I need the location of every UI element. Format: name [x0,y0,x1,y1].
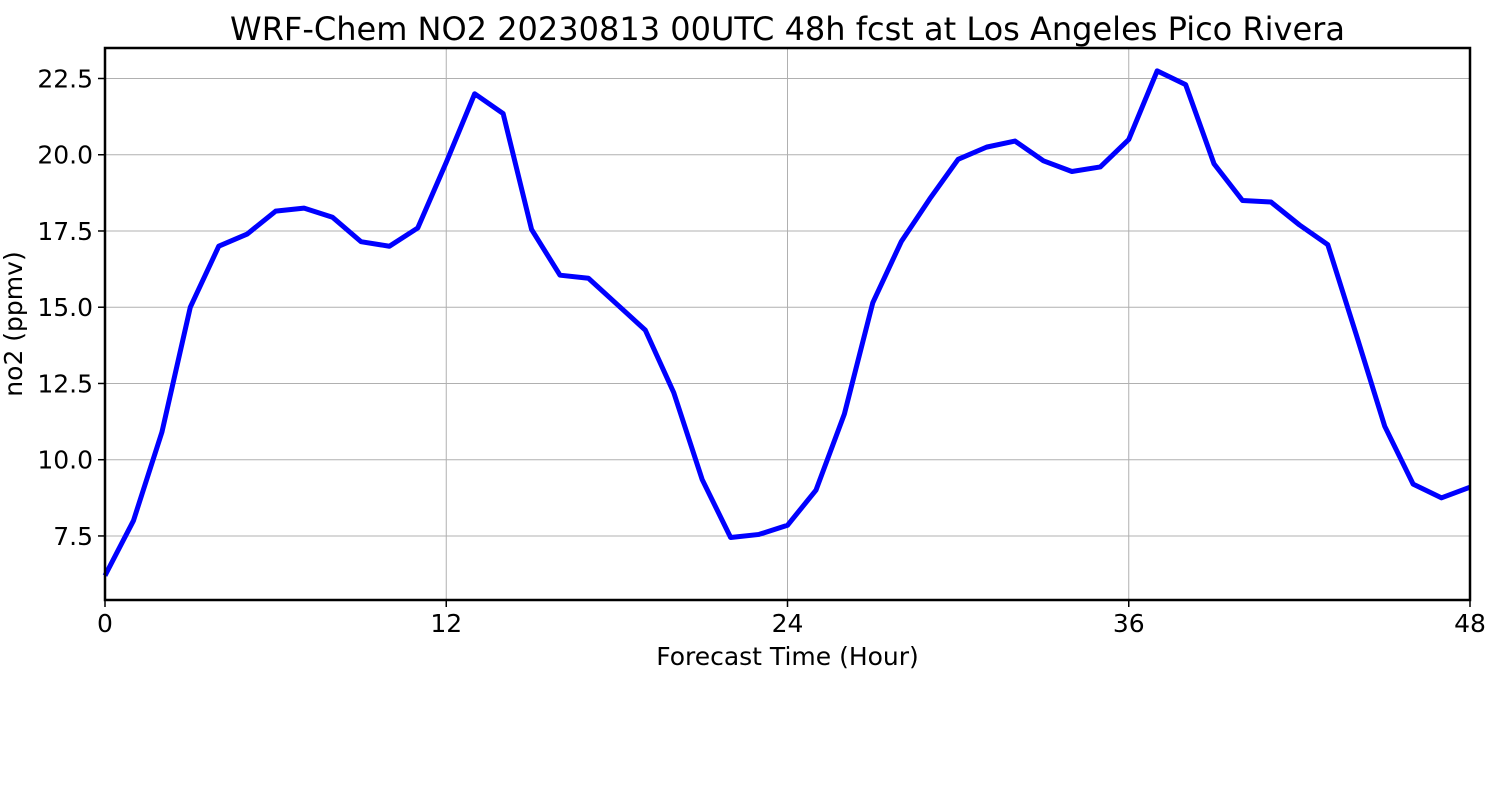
y-tick-label: 15.0 [37,293,93,322]
x-tick-label: 0 [97,609,113,638]
y-axis-label: no2 (ppmv) [0,251,28,396]
series-layer [102,68,1471,577]
y-tick-label: 20.0 [37,141,93,170]
x-tick-label: 12 [430,609,462,638]
x-tick-label: 24 [772,609,804,638]
axis-ticks: 0 12 24 36 48 7.5 10.0 12.5 15.0 17.5 20.0 22.5 [37,64,1486,638]
y-tick-label: 10.0 [37,446,93,475]
y-tick-label: 7.5 [53,522,93,551]
y-tick-label: 22.5 [37,64,93,93]
chart-title: WRF-Chem NO2 20230813 00UTC 48h fcst at … [230,10,1345,48]
x-tick-label: 48 [1454,609,1486,638]
y-tick-label: 12.5 [37,369,93,398]
no2-series-line [102,68,1471,577]
x-tick-label: 36 [1113,609,1145,638]
y-tick-label: 17.5 [37,217,93,246]
x-axis-label: Forecast Time (Hour) [656,642,919,671]
